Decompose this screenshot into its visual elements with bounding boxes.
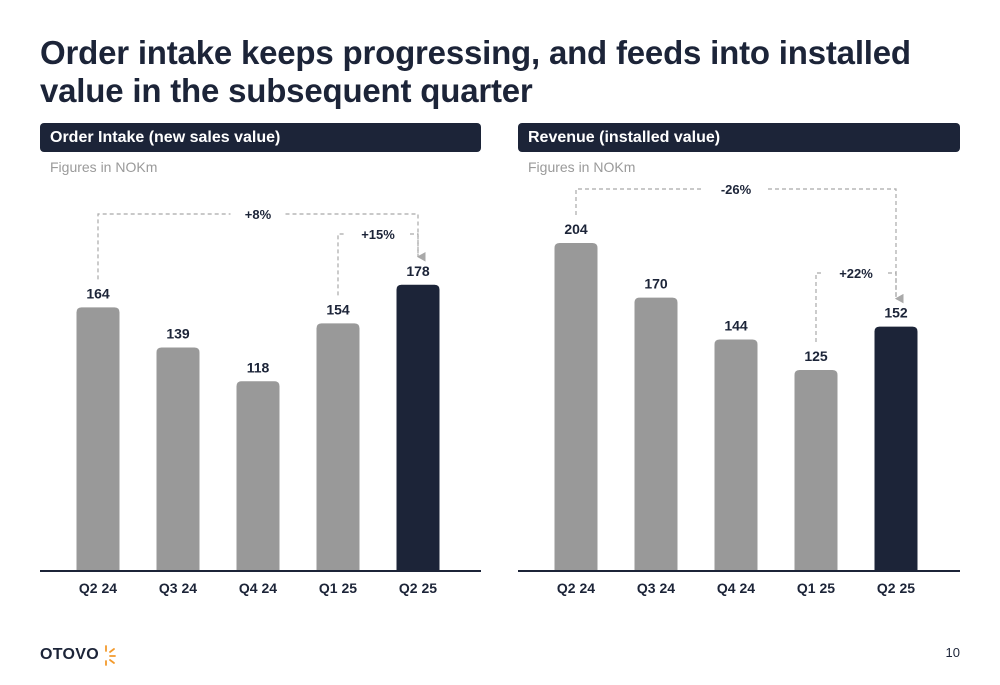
revenue-category-label-2: Q4 24 bbox=[717, 580, 755, 596]
revenue-category-label-1: Q3 24 bbox=[637, 580, 675, 596]
order-intake-category-label-2: Q4 24 bbox=[239, 580, 277, 596]
order-intake-annotation-label-0: +8% bbox=[245, 207, 272, 222]
order-intake-bar-0 bbox=[76, 307, 120, 571]
order-intake-annotation-line-right-0 bbox=[285, 213, 426, 262]
order-intake-category-label-1: Q3 24 bbox=[159, 580, 197, 596]
order-intake-bar-1 bbox=[156, 347, 200, 571]
revenue-value-label-3: 125 bbox=[804, 348, 828, 364]
revenue-value-label-1: 170 bbox=[644, 276, 668, 292]
revenue-category-label-4: Q2 25 bbox=[877, 580, 915, 596]
page-title: Order intake keeps progressing, and feed… bbox=[40, 34, 911, 109]
order-intake-annotation-label-1: +15% bbox=[361, 227, 395, 242]
order-intake-value-label-0: 164 bbox=[86, 285, 110, 301]
page-number: 10 bbox=[945, 645, 960, 660]
revenue-annotation-line-right-0 bbox=[768, 188, 904, 304]
revenue-value-label-2: 144 bbox=[724, 317, 748, 333]
revenue-annotation-label-0: -26% bbox=[721, 182, 752, 197]
order-intake-bar-4 bbox=[396, 284, 440, 571]
revenue-annotation-line-left-0 bbox=[575, 188, 704, 215]
revenue-header: Revenue (installed value) bbox=[518, 123, 960, 152]
order-intake-bar-3 bbox=[316, 323, 360, 571]
order-intake-category-label-4: Q2 25 bbox=[399, 580, 437, 596]
revenue-units: Figures in NOKm bbox=[528, 159, 636, 175]
revenue-category-label-0: Q2 24 bbox=[557, 580, 595, 596]
otovo-logo: OTOVO bbox=[40, 643, 116, 667]
order-intake-value-label-4: 178 bbox=[406, 263, 430, 279]
revenue-bar-4 bbox=[874, 326, 918, 571]
revenue-bar-3 bbox=[794, 370, 838, 571]
order-intake-category-label-0: Q2 24 bbox=[79, 580, 117, 596]
revenue-value-label-4: 152 bbox=[884, 305, 908, 321]
revenue-annotation-line-left-1 bbox=[815, 272, 824, 343]
order-intake-category-label-3: Q1 25 bbox=[319, 580, 357, 596]
order-intake-header: Order Intake (new sales value) bbox=[40, 123, 481, 152]
revenue-bar-0 bbox=[554, 243, 598, 571]
order-intake-annotation-line-right-1 bbox=[410, 233, 426, 262]
revenue-annotation-line-right-1 bbox=[888, 272, 904, 304]
revenue-bar-1 bbox=[634, 297, 678, 571]
revenue-annotation-label-1: +22% bbox=[839, 266, 873, 281]
order-intake-value-label-3: 154 bbox=[326, 301, 350, 317]
sun-icon bbox=[105, 645, 116, 666]
order-intake-bar-2 bbox=[236, 381, 280, 571]
revenue-bar-2 bbox=[714, 339, 758, 571]
revenue-value-label-0: 204 bbox=[564, 221, 588, 237]
order-intake-annotation-line-left-0 bbox=[97, 213, 231, 280]
logo-text: OTOVO bbox=[40, 646, 99, 663]
revenue-category-label-3: Q1 25 bbox=[797, 580, 835, 596]
order-intake-value-label-2: 118 bbox=[247, 359, 270, 375]
order-intake-units: Figures in NOKm bbox=[50, 159, 158, 175]
order-intake-value-label-1: 139 bbox=[166, 326, 190, 342]
order-intake-annotation-line-left-1 bbox=[337, 233, 346, 296]
